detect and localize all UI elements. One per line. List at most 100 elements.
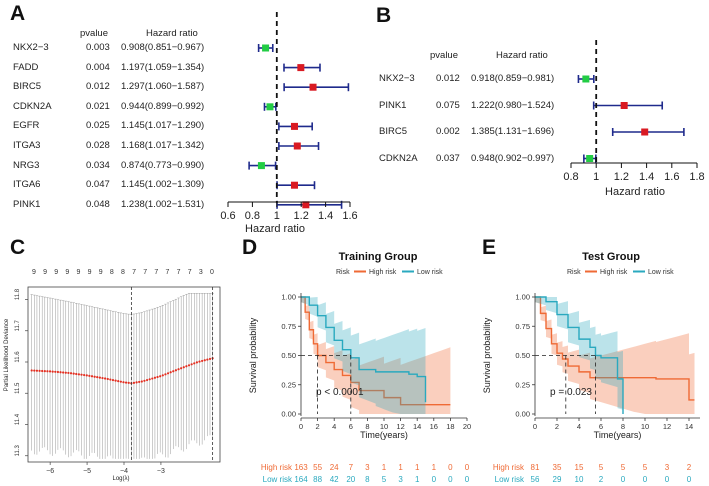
forest-x-tick-label: 1.8 [689,171,704,183]
lasso-point [172,370,175,373]
lasso-point [143,379,146,382]
lasso-point [169,371,172,374]
lasso-point [80,373,83,376]
lasso-point [164,373,167,376]
km-y-tick-label: 0.50 [281,351,296,360]
forest-x-tick-label: 1 [593,171,599,183]
panel-label-e: E [482,236,497,259]
lasso-y-tick-label: 11.5 [15,382,21,394]
lasso-point [106,377,109,381]
lasso-point [187,364,191,367]
lasso-point [198,360,201,363]
lasso-point [83,373,86,377]
forest-plot-a: 0.6 0.8 1 1.2 1.4 1.6 [220,12,358,222]
km-risk-table-value: 5 [599,463,604,472]
lasso-point [30,369,33,372]
km-x-tick-label: 4 [332,422,336,431]
lasso-point [119,380,122,383]
forest-x-tick-label: 1.2 [294,210,309,222]
km-risk-table-value: 0 [448,463,453,472]
lasso-point [114,379,117,382]
lasso-point [109,378,112,381]
km-ylabel: Survival probability [482,317,492,393]
km-curve-high [535,296,695,401]
forest-pvalue: 0.047 [86,179,110,191]
lasso-point [208,357,212,361]
lasso-point [132,381,136,384]
lasso-point [35,369,39,372]
km-risk-table-value: 29 [553,475,562,484]
lasso-x-tick-label: −4 [120,468,128,475]
lasso-point [161,374,164,377]
forest-hr-text: 1.385(1.131−1.696) [471,126,555,137]
km-risk-table-value: 3 [398,475,403,484]
km-title: Training Group [339,251,418,263]
forest-gene-label: CDKN2A [13,100,52,112]
forest-pvalue: 0.048 [86,198,110,210]
forest-pvalue: 0.025 [86,120,110,132]
km-risk-table-value: 35 [553,463,562,472]
km-risk-table-value: 15 [575,463,584,472]
km-risk-table-value: 0 [448,475,453,484]
lasso-point [180,367,183,370]
km-risk-table-label: Low risk [263,475,293,484]
lasso-top-count: 8 [110,269,114,276]
forest-point [641,128,649,136]
km-risk-table-value: 0 [465,463,470,472]
lasso-point [48,370,52,373]
forest-point [290,122,298,130]
km-plot-training: Training Group Risk High risk Low risk p < 0… [248,251,471,484]
km-risk-table-value: 42 [330,475,339,484]
forest-pvalue: 0.003 [86,42,110,53]
km-risk-table-value: 0 [643,475,648,484]
km-risk-table-value: 7 [349,463,354,472]
forest-x-tick-label: 0.8 [245,210,260,222]
forest-x-tick-label: 1.6 [664,171,679,183]
km-xlabel: Time(years) [360,430,408,440]
km-x-tick-label: 20 [463,422,471,431]
km-y-tick-label: 0.75 [281,322,296,331]
lasso-point [46,370,49,373]
km-risk-table-label: Low risk [495,475,525,484]
lasso-point [201,359,204,363]
km-x-tick-label: 8 [365,422,369,431]
forest-gene-label: NKX2−3 [379,73,415,84]
lasso-top-count: 7 [143,269,147,276]
forest-point [257,162,265,170]
forest-pvalue: 0.034 [86,159,110,171]
forest-hr-text: 0.944(0.899−0.992) [121,100,205,112]
lasso-point [88,374,91,377]
lasso-point [185,365,188,368]
lasso-point [41,369,44,373]
lasso-point [51,370,54,373]
km-pvalue: p = 0.023 [550,387,592,398]
lasso-point [67,371,70,375]
panel-label-a: A [10,2,26,25]
forest-pvalue: 0.028 [86,140,110,151]
lasso-point [93,375,96,378]
km-risk-table-value: 0 [465,475,470,484]
forest-hr-text: 1.197(1.059−1.354) [121,61,205,73]
lasso-point [177,368,180,371]
forest-gene-label: EGFR [13,120,40,132]
lasso-point [59,371,62,374]
lasso-top-count: 9 [99,269,103,276]
forest-pvalue: 0.002 [436,126,460,137]
panel-a-pvalue-header: pvalue [80,28,108,39]
panel-a-hr-header: Hazard ratio [146,28,198,39]
forest-hr-text: 1.222(0.980−1.524) [471,99,555,111]
lasso-x-tick-label: −6 [46,468,54,475]
forest-point [586,155,594,162]
lasso-top-count: 3 [199,269,203,276]
km-risk-table-value: 0 [432,475,437,484]
lasso-point [203,359,206,362]
forest-hr-text: 0.908(0.851−0.967) [121,42,205,53]
panel-b-hr-header: Hazard ratio [496,50,548,61]
lasso-point [153,376,157,379]
lasso-xlabel: Log(λ) [112,476,129,482]
forest-point [582,75,590,83]
forest-point [309,83,317,91]
lasso-top-count: 9 [32,269,36,276]
forest-hr-text: 0.874(0.773−0.990) [121,159,205,171]
lasso-point [140,380,143,383]
